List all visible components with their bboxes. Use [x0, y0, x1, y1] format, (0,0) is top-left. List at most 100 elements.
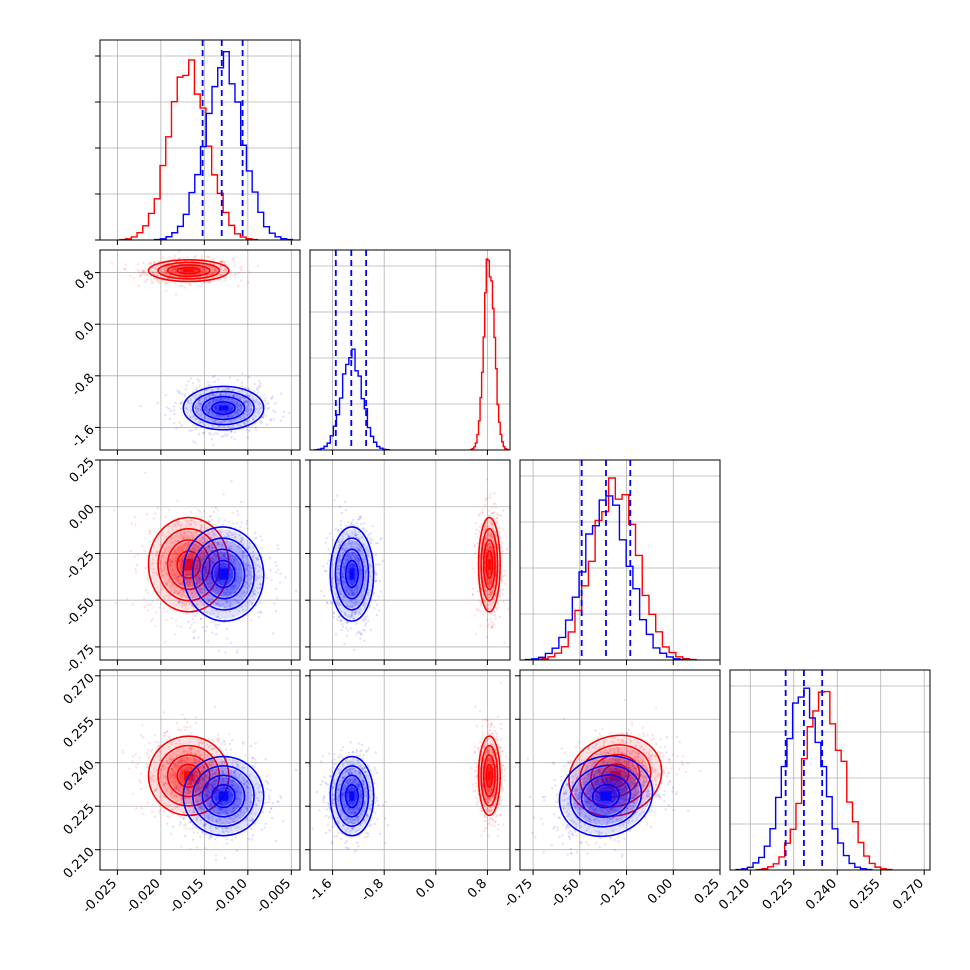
scatter-point	[163, 566, 166, 569]
scatter-point	[258, 419, 262, 422]
scatter-point	[230, 408, 233, 412]
scatter-point	[223, 557, 226, 561]
scatter-point	[346, 567, 350, 571]
scatter-point	[358, 568, 361, 571]
scatter-point	[172, 752, 176, 756]
scatter-point	[199, 528, 202, 532]
scatter-point	[199, 569, 202, 573]
scatter-point	[168, 745, 171, 749]
scatter-point	[487, 546, 491, 550]
scatter-point	[226, 558, 229, 561]
scatter-point	[134, 523, 137, 527]
scatter-point	[369, 628, 372, 632]
scatter-point	[365, 615, 369, 618]
scatter-point	[188, 578, 191, 581]
scatter-point	[186, 560, 190, 563]
scatter-point	[183, 728, 187, 732]
scatter-point	[345, 604, 349, 608]
scatter-point	[337, 557, 341, 561]
scatter-point	[245, 564, 248, 567]
scatter-point	[235, 410, 239, 413]
scatter-point	[228, 564, 232, 567]
scatter-point	[171, 808, 175, 811]
scatter-point	[231, 406, 234, 409]
scatter-point	[229, 601, 233, 605]
scatter-point	[203, 408, 207, 411]
scatter-point	[235, 401, 239, 405]
scatter-point	[192, 766, 195, 769]
scatter-point	[478, 525, 481, 528]
scatter-point	[154, 740, 157, 744]
scatter-point	[230, 641, 233, 645]
scatter-point	[189, 588, 193, 591]
scatter-point	[171, 257, 174, 261]
histogram-red	[119, 59, 259, 240]
scatter-point	[167, 578, 170, 581]
scatter-point	[242, 413, 246, 416]
scatter-point	[239, 415, 242, 419]
scatter-point	[148, 533, 151, 536]
scatter-point	[211, 762, 215, 765]
scatter-point	[213, 406, 216, 409]
scatter-point	[169, 409, 173, 413]
scatter-point	[362, 628, 365, 632]
scatter-point	[222, 583, 226, 586]
scatter-point	[488, 579, 491, 582]
scatter-point	[487, 554, 491, 557]
scatter-point	[152, 568, 155, 571]
scatter-point	[249, 410, 252, 413]
scatter-point	[157, 280, 160, 283]
scatter-point	[374, 563, 378, 566]
scatter-point	[172, 267, 175, 271]
scatter-point	[236, 423, 239, 427]
scatter-point	[233, 418, 236, 422]
scatter-point	[172, 405, 176, 408]
scatter-point	[139, 404, 142, 408]
scatter-point	[200, 600, 203, 603]
scatter-point	[220, 410, 224, 413]
scatter-point	[208, 401, 212, 404]
scatter-point	[365, 529, 368, 533]
scatter-point	[354, 571, 358, 575]
scatter-point	[347, 587, 350, 590]
scatter-point	[223, 739, 226, 743]
scatter-point	[488, 509, 491, 513]
scatter-point	[183, 393, 187, 396]
scatter-point	[171, 569, 175, 573]
scatter-point	[223, 556, 226, 560]
scatter-point	[214, 554, 218, 557]
scatter-point	[207, 787, 210, 791]
scatter-point	[186, 520, 189, 523]
scatter-point	[225, 583, 229, 586]
scatter-point	[494, 502, 497, 506]
scatter-point	[227, 534, 231, 538]
scatter-point	[339, 619, 343, 623]
scatter-point	[498, 594, 502, 597]
scatter-point	[236, 587, 239, 590]
scatter-point	[210, 530, 214, 533]
scatter-point	[247, 413, 250, 417]
scatter-point	[208, 549, 212, 552]
scatter-point	[165, 572, 168, 575]
scatter-point	[172, 558, 175, 562]
scatter-point	[192, 440, 195, 443]
scatter-point	[132, 276, 136, 279]
scatter-point	[245, 574, 248, 577]
scatter-point	[175, 762, 179, 766]
scatter-point	[502, 528, 505, 531]
scatter-point	[356, 560, 360, 563]
scatter-point	[257, 385, 260, 388]
scatter-point	[141, 736, 145, 739]
scatter-point	[209, 536, 212, 540]
scatter-point	[337, 615, 341, 618]
scatter-point	[368, 539, 371, 543]
scatter-point	[499, 514, 503, 517]
scatter-point	[174, 552, 178, 555]
scatter-point	[208, 407, 211, 411]
scatter-point	[215, 626, 218, 629]
scatter-point	[174, 764, 177, 767]
scatter-point	[204, 774, 208, 778]
scatter-point	[217, 520, 220, 523]
scatter-point	[502, 509, 505, 512]
scatter-point	[154, 554, 157, 558]
